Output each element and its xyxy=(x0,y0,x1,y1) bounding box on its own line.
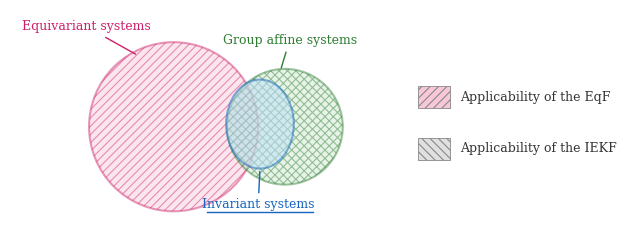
Text: Applicability of the IEKF: Applicability of the IEKF xyxy=(460,143,617,155)
Text: Group affine systems: Group affine systems xyxy=(223,34,356,68)
Ellipse shape xyxy=(227,69,343,185)
Ellipse shape xyxy=(89,42,258,211)
Ellipse shape xyxy=(226,79,294,169)
Bar xyxy=(419,86,450,109)
Text: Applicability of the EqF: Applicability of the EqF xyxy=(460,91,611,104)
Bar xyxy=(419,138,450,160)
Text: Equivariant systems: Equivariant systems xyxy=(22,20,151,54)
Text: Invariant systems: Invariant systems xyxy=(202,171,314,211)
